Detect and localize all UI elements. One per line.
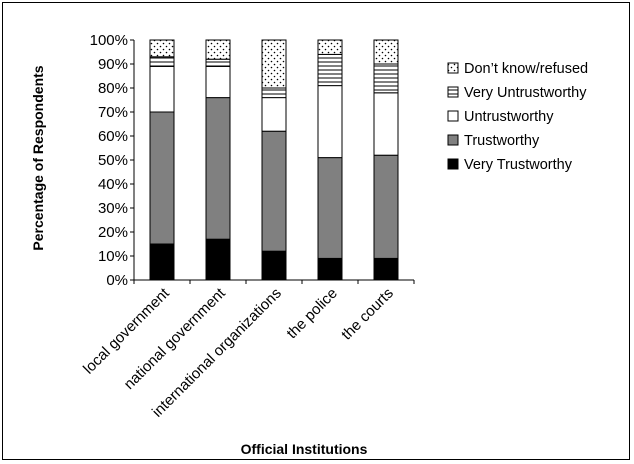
x-tick-label: the police: [283, 285, 340, 342]
y-tick-label: 90%: [98, 56, 128, 73]
bar-segment-don-t-know-refused: [205, 39, 231, 60]
bar-segment-untrustworthy: [149, 65, 175, 113]
bars: [149, 39, 399, 281]
y-axis-title: Percentage of Respondents: [30, 65, 46, 250]
bar-segment-untrustworthy: [261, 97, 287, 132]
legend-label-don-t-know-refused: Don’t know/refused: [464, 61, 588, 77]
legend-label-very-untrustworthy: Very Untrustworthy: [464, 85, 587, 101]
y-tick-label: 30%: [98, 200, 128, 217]
bar-segment-trustworthy: [317, 157, 343, 259]
y-tick-label: 50%: [98, 152, 128, 169]
y-tick-label: 0%: [106, 272, 128, 289]
bar-segment-don-t-know-refused: [373, 39, 399, 65]
x-tick-label: national government: [121, 284, 230, 393]
legend-swatch-don-t-know-refused: [447, 62, 459, 74]
y-tick-label: 70%: [98, 104, 128, 121]
bar-segment-very-untrustworthy: [373, 63, 399, 94]
legend: Don’t know/refused Very Untrustworthy Untr…: [447, 61, 588, 173]
y-tick-label: 60%: [98, 128, 128, 145]
bar-segment-untrustworthy: [205, 65, 231, 99]
bar-segment-untrustworthy: [317, 85, 343, 159]
bar-segment-very-untrustworthy: [205, 58, 231, 67]
y-tick-label: 80%: [98, 80, 128, 97]
legend-swatch-untrustworthy: [447, 110, 459, 122]
y-tick-label: 40%: [98, 176, 128, 193]
bar-segment-very-trustworthy: [261, 250, 287, 281]
bar-segment-trustworthy: [149, 111, 175, 245]
legend-swatch-very-trustworthy: [447, 158, 459, 170]
bar-segment-trustworthy: [261, 130, 287, 252]
bar-segment-very-trustworthy: [373, 257, 399, 281]
bar-segment-untrustworthy: [373, 92, 399, 156]
bar-segment-very-trustworthy: [149, 243, 175, 281]
x-axis-title: Official Institutions: [241, 441, 368, 457]
bar-segment-don-t-know-refused: [317, 39, 343, 55]
chart-frame: [2, 2, 630, 460]
bar-segment-trustworthy: [373, 154, 399, 259]
bar-segment-very-untrustworthy: [261, 87, 287, 99]
bar-segment-very-trustworthy: [205, 238, 231, 281]
legend-label-trustworthy: Trustworthy: [464, 133, 540, 149]
y-tick-label: 100%: [90, 32, 128, 49]
bar-segment-don-t-know-refused: [261, 39, 287, 89]
bar-segment-very-untrustworthy: [317, 53, 343, 87]
legend-label-untrustworthy: Untrustworthy: [464, 109, 554, 125]
legend-swatch-trustworthy: [447, 134, 459, 146]
bar-segment-very-untrustworthy: [149, 56, 175, 67]
axes: [133, 40, 415, 284]
legend-label-very-trustworthy: Very Trustworthy: [464, 157, 573, 173]
bar-segment-trustworthy: [205, 97, 231, 240]
bar-segment-don-t-know-refused: [149, 39, 175, 58]
legend-swatch-very-untrustworthy: [447, 86, 459, 98]
bar-segment-very-trustworthy: [317, 257, 343, 281]
y-tick-label: 20%: [98, 224, 128, 241]
y-tick-label: 10%: [98, 248, 128, 265]
x-tick-label: the courts: [338, 285, 397, 344]
y-axis-ticks: 0% 10% 20% 30% 40% 50% 60% 70% 80% 90% 100%: [90, 32, 134, 289]
